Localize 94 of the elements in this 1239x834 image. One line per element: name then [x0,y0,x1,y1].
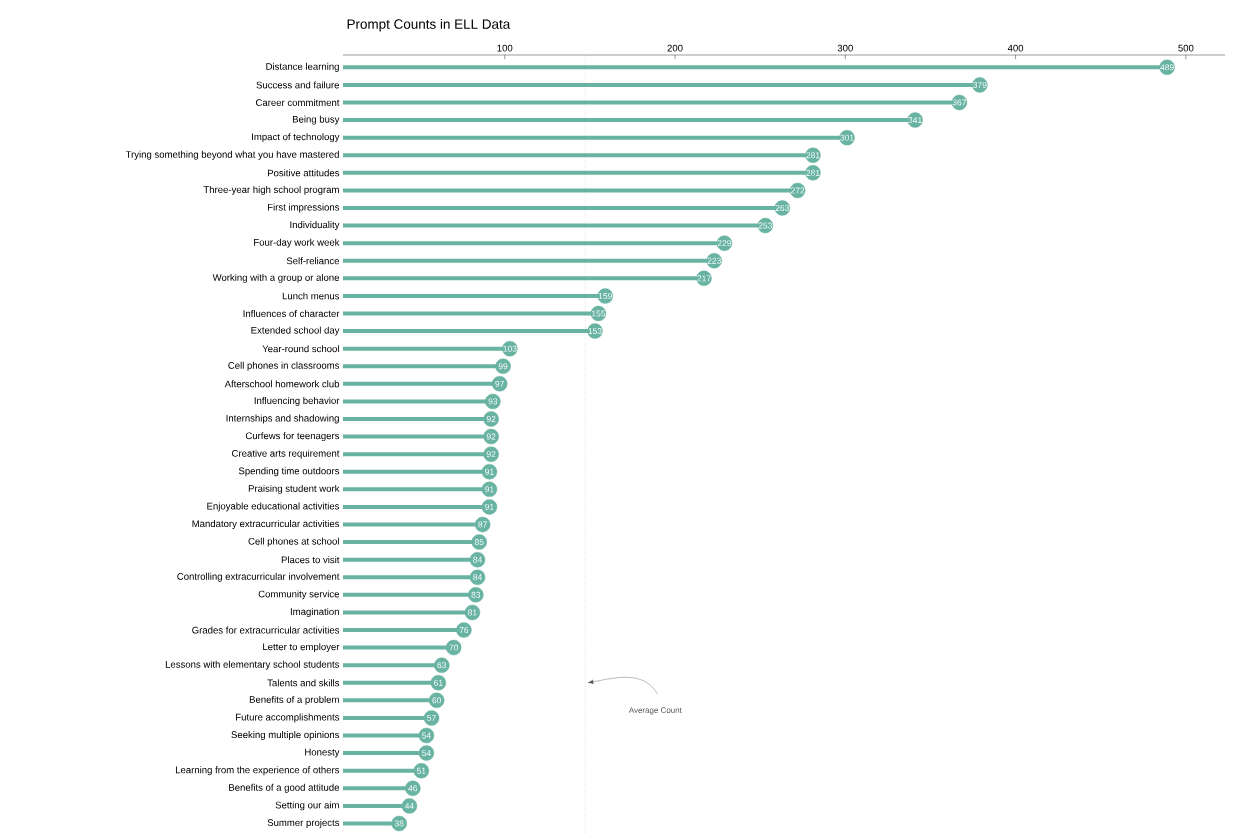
data-label: 91 [485,486,494,493]
y-tick-label: Learning from the experience of others [175,766,340,776]
y-tick-label: Distance learning [266,62,339,72]
data-label: 70 [449,644,459,651]
y-tick-label: Benefits of a good attitude [229,783,340,793]
y-tick-label: Spending time outdoors [238,467,340,477]
y-tick-label: Positive attitudes [267,169,340,177]
y-tick-label: Places to visit [281,556,340,564]
y-tick-label: Impact of technology [252,133,340,143]
y-tick-label: Curfews for teenagers [245,432,340,442]
data-label: 379 [973,81,987,88]
data-label: 97 [495,380,504,387]
data-label: 92 [486,416,496,422]
y-tick-label: Success and failure [256,81,340,89]
data-label: 159 [598,292,612,299]
y-tick-label: Enjoyable educational activities [207,502,340,512]
y-tick-label: Extended school day [251,326,340,336]
data-label: 46 [408,785,418,792]
data-label: 87 [478,521,487,528]
data-label: 281 [806,152,820,159]
y-tick-label: Trying something beyond what you have mastered [125,150,339,160]
data-label: 91 [485,503,494,510]
data-label: 99 [498,363,508,370]
data-label: 57 [427,714,436,721]
data-label: 272 [790,187,805,194]
y-tick-label: Imagination [290,607,339,617]
data-label: 92 [486,451,496,458]
data-label: 84 [473,556,482,563]
y-tick-label: Community service [258,590,340,600]
data-label: 51 [416,767,426,774]
data-label: 263 [775,204,789,211]
y-tick-label: Self-reliance [286,257,340,265]
y-tick-label: Influences of character [243,309,340,318]
data-label: 38 [394,820,404,827]
y-tick-label: Four-day work week [254,238,340,248]
y-tick-label: Three-year high school program [203,185,339,195]
y-tick-label: Being busy [292,115,340,125]
y-tick-label: Lunch menus [282,292,340,300]
y-tick-label: Benefits of a problem [249,695,339,705]
y-tick-label: Year-round school [262,345,339,353]
data-label: 91 [485,468,494,475]
y-tick-label: Praising student work [248,484,340,494]
data-label: 489 [1160,64,1174,71]
y-tick-label: Influencing behavior [254,396,340,406]
data-label: 81 [468,609,477,616]
y-tick-label: Creative arts requirement [232,449,340,459]
data-label: 223 [707,257,721,264]
data-label: 60 [432,697,442,704]
y-tick-label: Cell phones at school [248,537,339,547]
y-tick-label: Seeking multiple opinions [231,731,340,740]
data-label: 83 [471,591,481,598]
y-tick-label: Grades for extracurricular activities [192,626,340,634]
x-tick-label: 200 [667,44,683,52]
y-tick-label: Afterschool homework club [224,380,340,388]
data-label: 61 [434,679,443,686]
data-label: 153 [588,328,602,335]
data-label: 85 [474,539,484,546]
data-label: 76 [459,627,469,634]
y-tick-label: Internships and shadowing [226,414,339,424]
y-tick-label: Working with a group or alone [212,273,340,283]
data-label: 93 [488,398,498,405]
data-label: 217 [697,275,711,282]
data-label: 341 [908,117,922,124]
data-label: 84 [473,574,482,581]
y-tick-label: Controlling extracurricular involvement [177,572,340,582]
y-tick-label: Setting our aim [275,801,339,811]
y-tick-label: Letter to employer [263,643,340,653]
x-tick-label: 400 [1007,44,1024,52]
y-tick-label: Lessons with elementary school students [165,660,340,670]
y-tick-label: First impressions [267,203,340,213]
y-tick-label: Talents and skills [267,679,340,687]
data-label: 63 [437,662,447,669]
data-label: 103 [503,345,517,352]
data-label: 155 [591,310,606,317]
data-label: 253 [758,222,772,229]
data-label: 92 [486,433,496,440]
y-tick-label: Honesty [305,748,340,758]
y-tick-label: Mandatory extracurricular activities [192,520,340,529]
data-label: 301 [840,134,854,141]
x-tick-label: 300 [837,44,853,52]
data-label: 44 [404,802,414,809]
y-tick-label: Individuality [290,221,340,231]
data-label: 229 [717,240,732,247]
y-tick-label: Career commitment [255,98,340,106]
data-label: 367 [952,99,967,106]
chart-title: Prompt Counts in ELL Data [347,18,511,32]
data-label: 54 [422,750,431,757]
y-tick-label: Cell phones in classrooms [228,361,340,371]
y-tick-label: Future accomplishments [236,713,340,723]
y-tick-label: Summer projects [267,819,340,828]
x-tick-label: 100 [497,44,513,52]
data-label: 54 [422,732,431,739]
x-tick-label: 500 [1178,44,1194,52]
data-label: 281 [806,169,820,176]
